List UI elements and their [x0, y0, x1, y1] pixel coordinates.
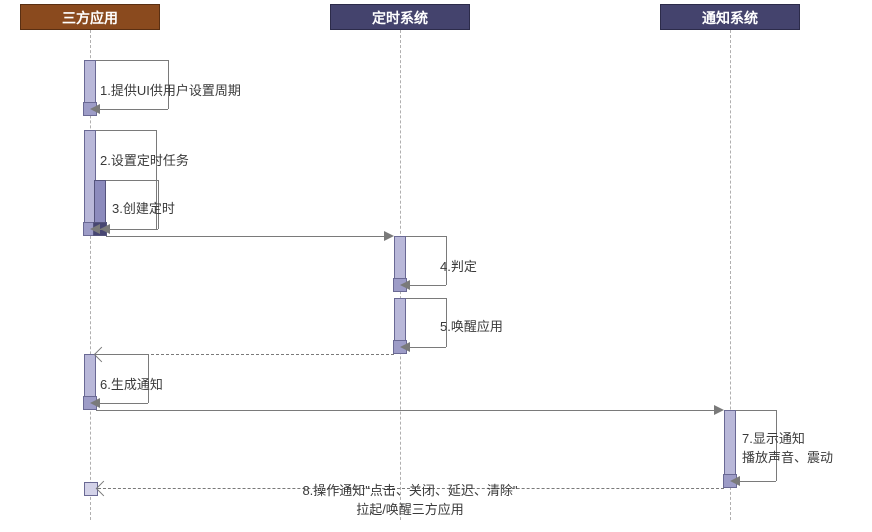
msg-m7-label: 7.显示通知播放声音、震动 — [742, 428, 833, 466]
msg-m2-arrow — [90, 224, 100, 234]
msg-m3-label: 3.创建定时 — [112, 198, 175, 217]
msg-m2-label: 2.设置定时任务 — [100, 150, 189, 169]
msg-m3-bot — [110, 229, 158, 230]
msg-m5-top — [406, 298, 446, 299]
msg-m1-top — [96, 60, 168, 61]
msg-m3-arrow — [100, 224, 110, 234]
msg-m6-bot — [100, 403, 148, 404]
participant-timer: 定时系统 — [330, 4, 470, 30]
msg-m1-label: 1.提供UI供用户设置周期 — [100, 80, 241, 99]
msg-m7-top — [736, 410, 776, 411]
msg-m4-bot — [410, 285, 446, 286]
msg-m5-bot — [410, 347, 446, 348]
participant-app: 三方应用 — [20, 4, 160, 30]
msg-m1-bot — [100, 109, 168, 110]
msg-m3b-arrow — [384, 231, 394, 241]
msg-m5-label: 5.唤醒应用 — [440, 316, 503, 335]
msg-m8-arrow — [96, 481, 112, 497]
msg-m3-top — [106, 180, 158, 181]
msg-m6-top — [96, 354, 148, 355]
msg-m4-label: 4.判定 — [440, 256, 477, 275]
msg-m7-bot — [740, 481, 776, 482]
msg-m7-arrow — [730, 476, 740, 486]
msg-m1-arrow — [90, 104, 100, 114]
msg-m3b-line — [106, 236, 386, 237]
msg-m6b-arrow — [714, 405, 724, 415]
participant-notify: 通知系统 — [660, 4, 800, 30]
msg-m2-top — [96, 130, 156, 131]
msg-m6b-line — [96, 410, 716, 411]
msg-m6-label: 6.生成通知 — [100, 374, 163, 393]
msg-m8-label: 8.操作通知"点击、关闭、延迟、清除"拉起/唤醒三方应用 — [250, 480, 570, 518]
msg-m4-arrow — [400, 280, 410, 290]
sequence-diagram: 三方应用 定时系统 通知系统 1.提供UI供用户设置周期 2.设置定时任务 3.创建定时 4… — [0, 0, 872, 532]
msg-m6-arrow — [90, 398, 100, 408]
msg-m4-top — [406, 236, 446, 237]
msg-m5-arrow — [400, 342, 410, 352]
